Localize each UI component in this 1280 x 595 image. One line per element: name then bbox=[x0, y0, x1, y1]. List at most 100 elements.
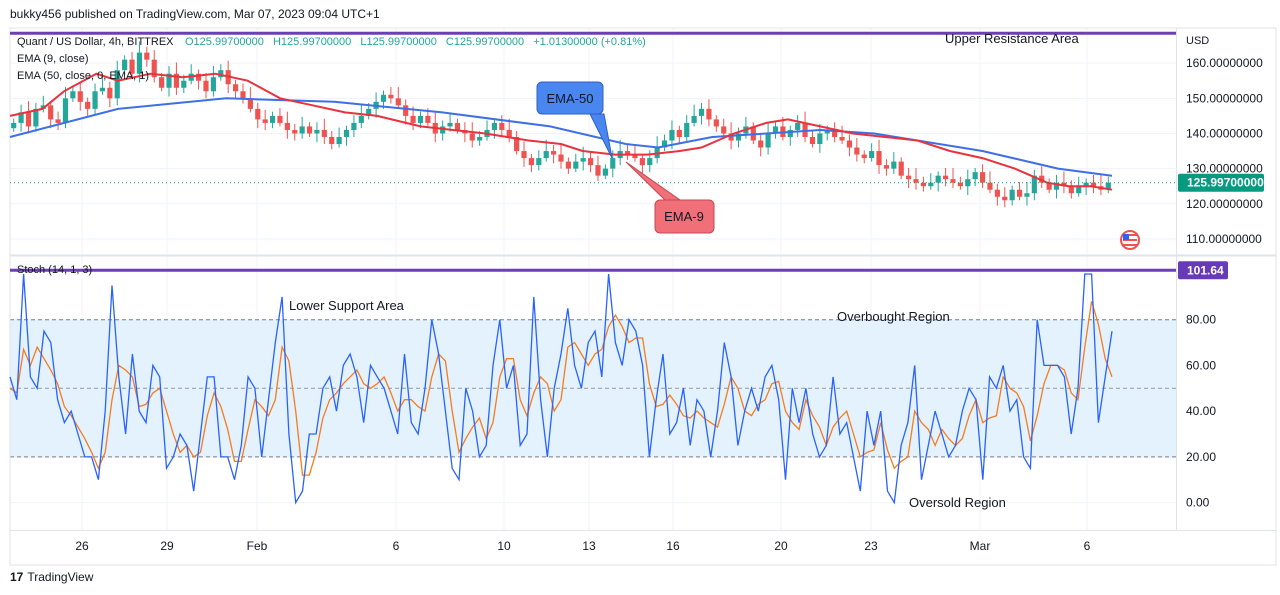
candle-body bbox=[802, 122, 808, 137]
candle-body bbox=[417, 115, 424, 123]
price-pane[interactable] bbox=[10, 28, 1176, 253]
candle-body bbox=[521, 151, 527, 159]
candle-body bbox=[380, 94, 387, 102]
legend-ema9[interactable]: EMA (9, close) bbox=[17, 53, 89, 65]
stoch-level-badge: 101.64 bbox=[1178, 261, 1228, 280]
candle-body bbox=[129, 59, 135, 74]
candle-body bbox=[1046, 182, 1052, 190]
ohlc-open: O125.99700000 bbox=[185, 36, 264, 48]
candle-body bbox=[920, 182, 926, 187]
candle-body bbox=[425, 115, 431, 123]
candle-body bbox=[1009, 189, 1015, 201]
candle-body bbox=[1031, 175, 1037, 194]
time-tick-label: 26 bbox=[75, 539, 89, 553]
upper-resistance-label: Upper Resistance Area bbox=[945, 31, 1079, 46]
candle-body bbox=[99, 87, 106, 92]
candle-body bbox=[846, 140, 853, 148]
stoch-d-line bbox=[9, 301, 1113, 476]
symbol-title[interactable]: Quant / US Dollar, 4h, BITTREX bbox=[17, 36, 174, 48]
candle-body bbox=[580, 158, 586, 162]
candle-body bbox=[33, 108, 39, 127]
candle-body bbox=[48, 105, 54, 120]
candle-body bbox=[499, 122, 505, 130]
candle-body bbox=[595, 165, 601, 176]
candle-body bbox=[1083, 182, 1089, 187]
price-tick-label: 160.00000000 bbox=[1186, 56, 1263, 70]
stoch-k-line bbox=[9, 273, 1113, 505]
time-axis[interactable]: 26 29 Feb 6 10 13 16 20 23 Mar 6 bbox=[75, 539, 1090, 553]
candle-body bbox=[735, 133, 742, 141]
candle-body bbox=[528, 158, 535, 166]
stoch-tick-label: 80.00 bbox=[1186, 313, 1216, 327]
candle-body bbox=[943, 175, 949, 180]
candle-body bbox=[62, 98, 69, 123]
candle-body bbox=[240, 91, 246, 99]
candle-body bbox=[558, 154, 564, 162]
candle-body bbox=[366, 108, 372, 116]
stoch-tick-label: 20.00 bbox=[1186, 450, 1216, 464]
candle-body bbox=[869, 151, 875, 159]
us-flag-icon[interactable] bbox=[1120, 230, 1140, 250]
stoch-axis[interactable]: 80.00 60.00 40.00 20.00 0.00 bbox=[1186, 313, 1216, 510]
tradingview-branding[interactable]: 17 TradingView bbox=[10, 570, 93, 584]
candle-body bbox=[11, 122, 17, 129]
stoch-tick-label: 60.00 bbox=[1186, 358, 1216, 372]
candle-body bbox=[136, 52, 143, 74]
candle-body bbox=[166, 73, 172, 88]
candle-body bbox=[706, 108, 712, 120]
candle-body bbox=[159, 77, 165, 88]
candle-body bbox=[1068, 186, 1074, 194]
candle-body bbox=[876, 151, 882, 166]
currency-label: USD bbox=[1186, 35, 1209, 47]
candle-body bbox=[173, 73, 179, 88]
candle-body bbox=[388, 94, 394, 99]
candle-body bbox=[891, 161, 897, 169]
candle-body bbox=[787, 129, 793, 137]
candle-body bbox=[602, 168, 608, 176]
candle-body bbox=[284, 122, 290, 130]
candle-body bbox=[269, 115, 276, 123]
tradingview-brand-text: TradingView bbox=[27, 570, 94, 584]
ema9-callout[interactable]: EMA-9 bbox=[625, 161, 715, 234]
candle-body bbox=[832, 129, 838, 137]
candle-body bbox=[935, 175, 941, 183]
candle-body bbox=[610, 158, 616, 169]
candle-body bbox=[824, 129, 830, 134]
candle-body bbox=[691, 115, 697, 123]
overbought-label: Overbought Region bbox=[837, 309, 950, 324]
candle-body bbox=[255, 108, 261, 120]
candle-body bbox=[440, 126, 446, 134]
candle-body bbox=[728, 133, 734, 141]
time-tick-label: 6 bbox=[393, 539, 400, 553]
candle-body bbox=[92, 91, 98, 109]
ema50-callout[interactable]: EMA-50 bbox=[536, 81, 613, 159]
ohlc-high: H125.99700000 bbox=[273, 36, 351, 48]
candle-body bbox=[351, 122, 357, 130]
candle-body bbox=[987, 182, 993, 190]
candle-body bbox=[25, 112, 32, 127]
candle-body bbox=[343, 129, 350, 137]
candle-body bbox=[181, 80, 187, 88]
candle-body bbox=[536, 158, 542, 166]
candle-body bbox=[491, 122, 498, 130]
legend-stoch[interactable]: Stoch (14, 1, 3) bbox=[17, 264, 92, 276]
ohlc-readout: O125.99700000 H125.99700000 L125.9970000… bbox=[185, 36, 646, 48]
time-tick-label: 6 bbox=[1084, 539, 1091, 553]
ema-50-line bbox=[9, 97, 1113, 177]
oversold-label: Oversold Region bbox=[909, 495, 1006, 510]
candle-body bbox=[151, 59, 157, 78]
candle-body bbox=[957, 182, 963, 187]
legend-ema50[interactable]: EMA (50, close, 0, EMA, 1) bbox=[17, 70, 149, 82]
last-price-badge: 125.99700000 bbox=[1178, 173, 1264, 192]
candle-body bbox=[18, 112, 24, 123]
stoch-tick-label: 0.00 bbox=[1186, 496, 1210, 510]
candle-body bbox=[210, 77, 216, 92]
price-axis[interactable]: 160.00000000 150.00000000 140.00000000 130.… bbox=[1186, 56, 1263, 246]
candles-layer bbox=[11, 41, 1111, 208]
candle-body bbox=[196, 73, 202, 81]
candle-body bbox=[55, 119, 61, 123]
candle-body bbox=[277, 115, 283, 123]
candle-body bbox=[565, 161, 571, 169]
candle-body bbox=[839, 136, 845, 141]
